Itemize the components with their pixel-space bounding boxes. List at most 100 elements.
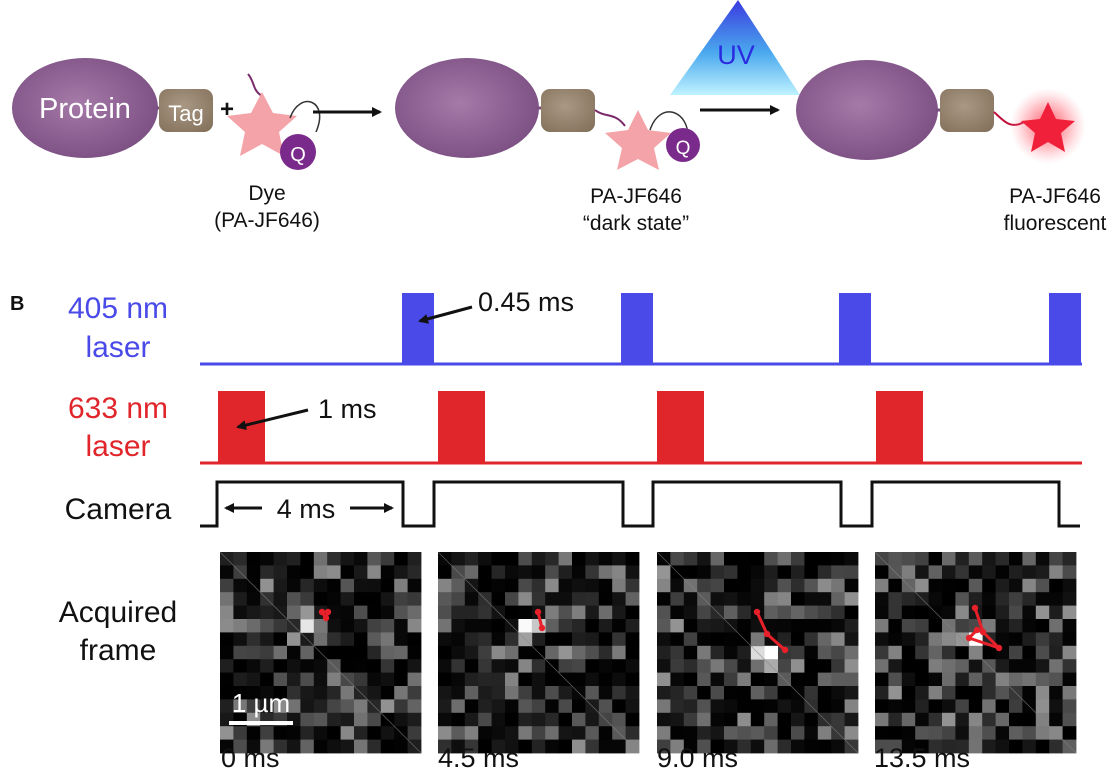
frame-pixel	[1062, 672, 1077, 687]
frame-pixel	[764, 565, 778, 580]
frame-pixel	[657, 645, 671, 660]
frame-spot-pixel	[300, 605, 315, 620]
frame-pixel	[995, 605, 1010, 620]
frame-pixel	[968, 699, 983, 714]
frame-pixel	[995, 619, 1010, 633]
frame-pixel	[287, 672, 301, 687]
panel-b-label: B	[10, 293, 24, 315]
frame-pixel	[670, 552, 685, 566]
frame-pixel	[572, 632, 586, 647]
frame-pixel	[875, 712, 889, 727]
frame-pixel	[273, 632, 288, 647]
frame-pixel	[777, 739, 792, 754]
frame-pixel	[1049, 712, 1063, 727]
frame-pixel	[260, 552, 274, 566]
frame-pixel	[598, 605, 613, 620]
frame-pixel	[531, 686, 546, 700]
frame-pixel	[367, 739, 382, 754]
frame-time-label: 13.5 ms	[874, 743, 970, 773]
frame-pixel	[804, 552, 819, 566]
frame-pixel	[901, 632, 916, 647]
quencher-1	[280, 134, 316, 170]
frame-pixel	[464, 605, 479, 620]
frame-pixel	[657, 672, 671, 687]
frame-pixel	[888, 672, 903, 687]
frame-pixel	[300, 578, 315, 593]
frame-pixel	[273, 659, 288, 673]
frame-pixel	[942, 686, 956, 700]
frame-pixel	[518, 659, 533, 673]
frame-pixel	[478, 659, 492, 673]
frame-pixel	[670, 686, 685, 700]
frame-pixel	[260, 726, 274, 740]
frame-pixel	[697, 552, 711, 566]
trajectory-point	[973, 626, 981, 634]
frame-pixel	[1009, 605, 1023, 620]
frame-pixel	[670, 605, 685, 620]
frame-pixel	[724, 739, 738, 754]
frame-pixel	[478, 565, 492, 580]
frame-pixel	[367, 712, 382, 727]
frame-pixel	[220, 699, 234, 714]
frame-pixel	[1022, 659, 1037, 673]
frame-pixel	[394, 552, 408, 566]
frame-pixel	[260, 565, 274, 580]
frame-pixel	[901, 645, 916, 660]
frame-pixel	[657, 712, 671, 727]
frame-pixel	[260, 632, 274, 647]
quencher-tether-1	[289, 100, 321, 133]
frame-pixel	[505, 645, 519, 660]
frame-pixel	[724, 578, 738, 593]
frame-pixel	[942, 592, 956, 606]
frame-pixel	[451, 632, 466, 647]
frame-pixel	[313, 739, 328, 754]
frame-pixel	[657, 699, 671, 714]
frame-pixel	[407, 619, 422, 633]
frame-pixel	[394, 619, 408, 633]
frame-pixel	[750, 712, 765, 727]
frame-pixel	[831, 605, 845, 620]
frame-pixel	[831, 632, 845, 647]
frame-pixel	[246, 619, 261, 633]
frame-pixel	[657, 578, 671, 593]
frame-pixel	[1049, 672, 1063, 687]
frame-pixel	[875, 659, 889, 673]
frame-pixel	[764, 739, 778, 754]
frame-pixel	[928, 578, 943, 593]
frame-pixel	[233, 619, 248, 633]
frame-pixel	[505, 726, 519, 740]
frame-pixel	[901, 552, 916, 566]
frame-pixel	[1035, 739, 1050, 754]
frame-pixel	[1009, 578, 1023, 593]
frame-pixel	[464, 726, 479, 740]
acquired-label-2: frame	[80, 634, 157, 667]
frame-pixel	[1035, 672, 1050, 687]
frame-pixel	[995, 712, 1010, 727]
frame-pixel	[791, 592, 805, 606]
frame-pixel	[791, 565, 805, 580]
frame-pixel	[791, 632, 805, 647]
frame-pixel	[928, 672, 943, 687]
frame-pixel	[545, 552, 559, 566]
frame-pixel	[572, 712, 586, 727]
frame-pixel	[340, 699, 355, 714]
frame-pixel	[710, 645, 725, 660]
frame-pixel	[791, 619, 805, 633]
frame-pixel	[585, 645, 600, 660]
frame-pixel	[888, 592, 903, 606]
frame-pixel	[1049, 605, 1063, 620]
frame-pixel	[273, 592, 288, 606]
frame-pixel	[572, 672, 586, 687]
frame-pixel	[683, 605, 698, 620]
frame-pixel	[438, 726, 452, 740]
frame-pixel	[327, 686, 341, 700]
trajectory-point	[979, 628, 987, 636]
frame-pixel	[340, 552, 355, 566]
frame-pixel	[791, 672, 805, 687]
frame-pixel	[340, 592, 355, 606]
frame-pixel	[287, 645, 301, 660]
frame-pixel	[220, 565, 234, 580]
frame-pixel	[394, 739, 408, 754]
pulse405-arrow	[418, 305, 473, 324]
frame-pixel	[598, 726, 613, 740]
